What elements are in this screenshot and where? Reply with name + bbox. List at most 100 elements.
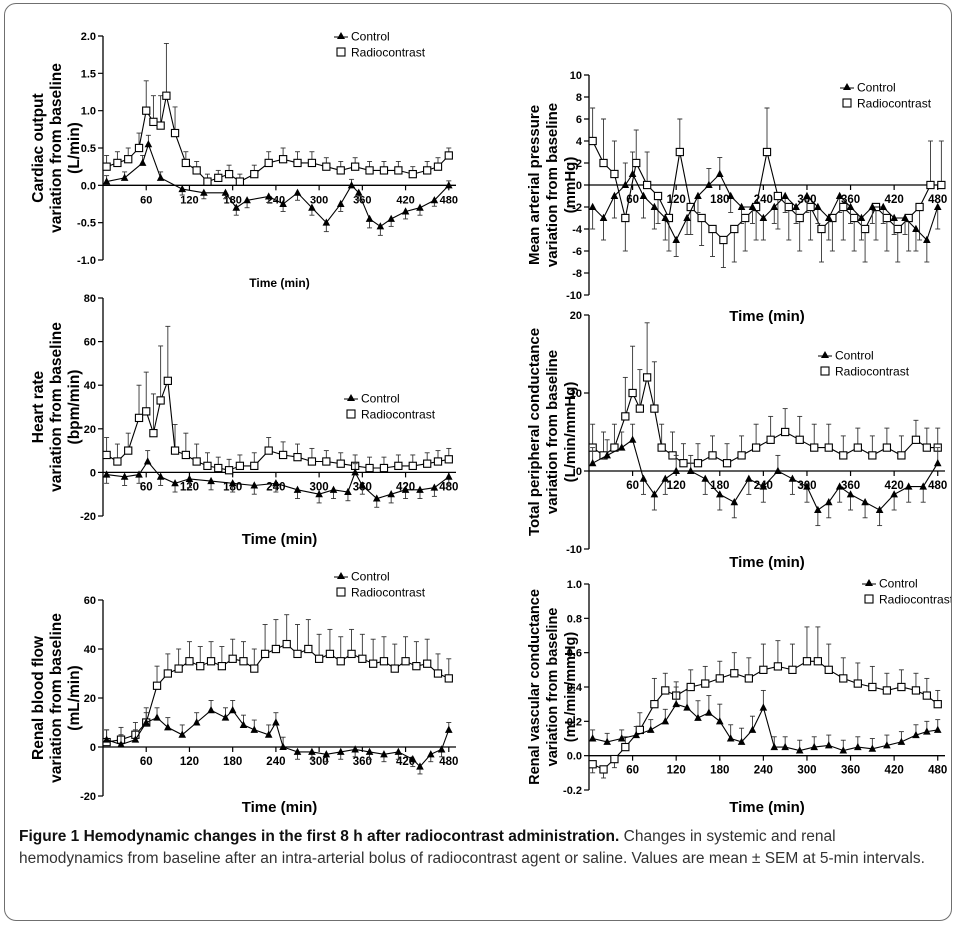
data-point [444, 674, 453, 683]
data-point [336, 747, 345, 755]
data-point [588, 459, 597, 467]
x-tick-label: 180 [710, 765, 729, 777]
x-axis-title: Time (min) [729, 799, 805, 816]
data-point [272, 479, 280, 487]
data-point [131, 735, 140, 743]
data-point [134, 413, 144, 423]
data-point [144, 140, 153, 148]
legend-item: Radiocontrast [864, 593, 951, 607]
data-point [278, 450, 288, 460]
data-point [394, 747, 403, 755]
y-axis-title-line: Cardiac output [30, 93, 47, 202]
data-point [138, 158, 147, 166]
data-point [923, 727, 931, 735]
y-tick-label: -4 [572, 224, 583, 236]
data-point [347, 181, 356, 189]
data-point [675, 147, 684, 157]
data-point [394, 461, 403, 471]
data-point [235, 461, 245, 471]
data-point [722, 459, 732, 468]
data-point [686, 466, 695, 474]
data-point [365, 463, 374, 473]
data-point [426, 750, 435, 758]
data-point [387, 490, 395, 498]
x-tick-label: 120 [667, 194, 686, 206]
data-point [741, 213, 750, 223]
y-axis-title-line: Renal vascular conductance [527, 589, 543, 785]
figure-caption: Figure 1 Hemodynamic changes in the firs… [19, 826, 944, 870]
data-point [329, 485, 338, 493]
series-radiocontrast [102, 325, 453, 475]
data-point [102, 735, 111, 743]
data-point [715, 674, 724, 683]
data-point [156, 173, 165, 181]
legend-item: Control [344, 392, 400, 406]
legend-item: Radiocontrast [820, 365, 910, 379]
data-point [784, 202, 793, 212]
x-tick-label: 60 [140, 481, 153, 493]
data-point [810, 742, 819, 751]
data-point [588, 760, 597, 769]
data-point [433, 669, 443, 678]
data-point [824, 498, 833, 506]
x-tick-label: 240 [754, 765, 773, 777]
data-point [835, 191, 844, 199]
data-point [430, 196, 439, 204]
y-tick-label: -20 [80, 791, 96, 803]
data-point [314, 654, 324, 663]
y-tick-label: -20 [80, 511, 96, 523]
y-tick-label: 4 [576, 136, 583, 148]
x-tick-label: 60 [140, 756, 153, 768]
data-point [795, 435, 804, 444]
legend-label: Control [361, 392, 400, 406]
x-tick-label: 300 [797, 765, 816, 777]
data-point [143, 457, 152, 465]
data-point [264, 446, 273, 455]
data-point [416, 203, 424, 211]
legend-marker-triangle [865, 579, 873, 586]
data-point [897, 737, 906, 745]
data-point [113, 158, 122, 168]
legend-marker-square [336, 587, 346, 597]
data-point [412, 662, 421, 671]
data-point [883, 741, 891, 749]
data-point [781, 427, 790, 437]
chart-heart-rate: -2002040608060120180240300360420480Time … [30, 293, 458, 548]
data-point [933, 725, 942, 733]
x-tick-label: 120 [180, 756, 199, 768]
legend-item: Control [840, 81, 896, 95]
data-point [693, 459, 703, 468]
y-tick-label: 0.2 [567, 716, 582, 728]
data-point [806, 202, 815, 212]
data-point [814, 505, 822, 513]
data-point [433, 162, 443, 171]
data-point [408, 169, 417, 179]
series-control [102, 450, 453, 508]
data-point [185, 474, 194, 482]
data-point [170, 446, 180, 455]
data-point [715, 490, 724, 498]
data-point [162, 91, 171, 100]
data-point [915, 202, 924, 212]
data-point [933, 459, 942, 467]
data-point [207, 476, 215, 485]
data-point [444, 725, 453, 733]
data-point [423, 166, 432, 175]
data-point [621, 213, 630, 223]
data-point [336, 459, 345, 468]
data-point [243, 196, 251, 204]
x-tick-label: 480 [439, 756, 458, 768]
x-axis-title: Time (min) [729, 554, 805, 571]
x-tick-label: 180 [710, 194, 729, 206]
y-tick-label: -10 [566, 544, 582, 556]
series-radiocontrast [588, 322, 942, 468]
y-tick-label: 10 [570, 70, 582, 82]
data-point [926, 180, 935, 190]
data-point [781, 742, 789, 751]
data-point [817, 224, 826, 234]
data-point [293, 452, 302, 462]
data-point [730, 498, 739, 506]
legend-label: Control [835, 349, 874, 363]
series-radiocontrast [588, 107, 946, 268]
data-point [795, 213, 804, 223]
